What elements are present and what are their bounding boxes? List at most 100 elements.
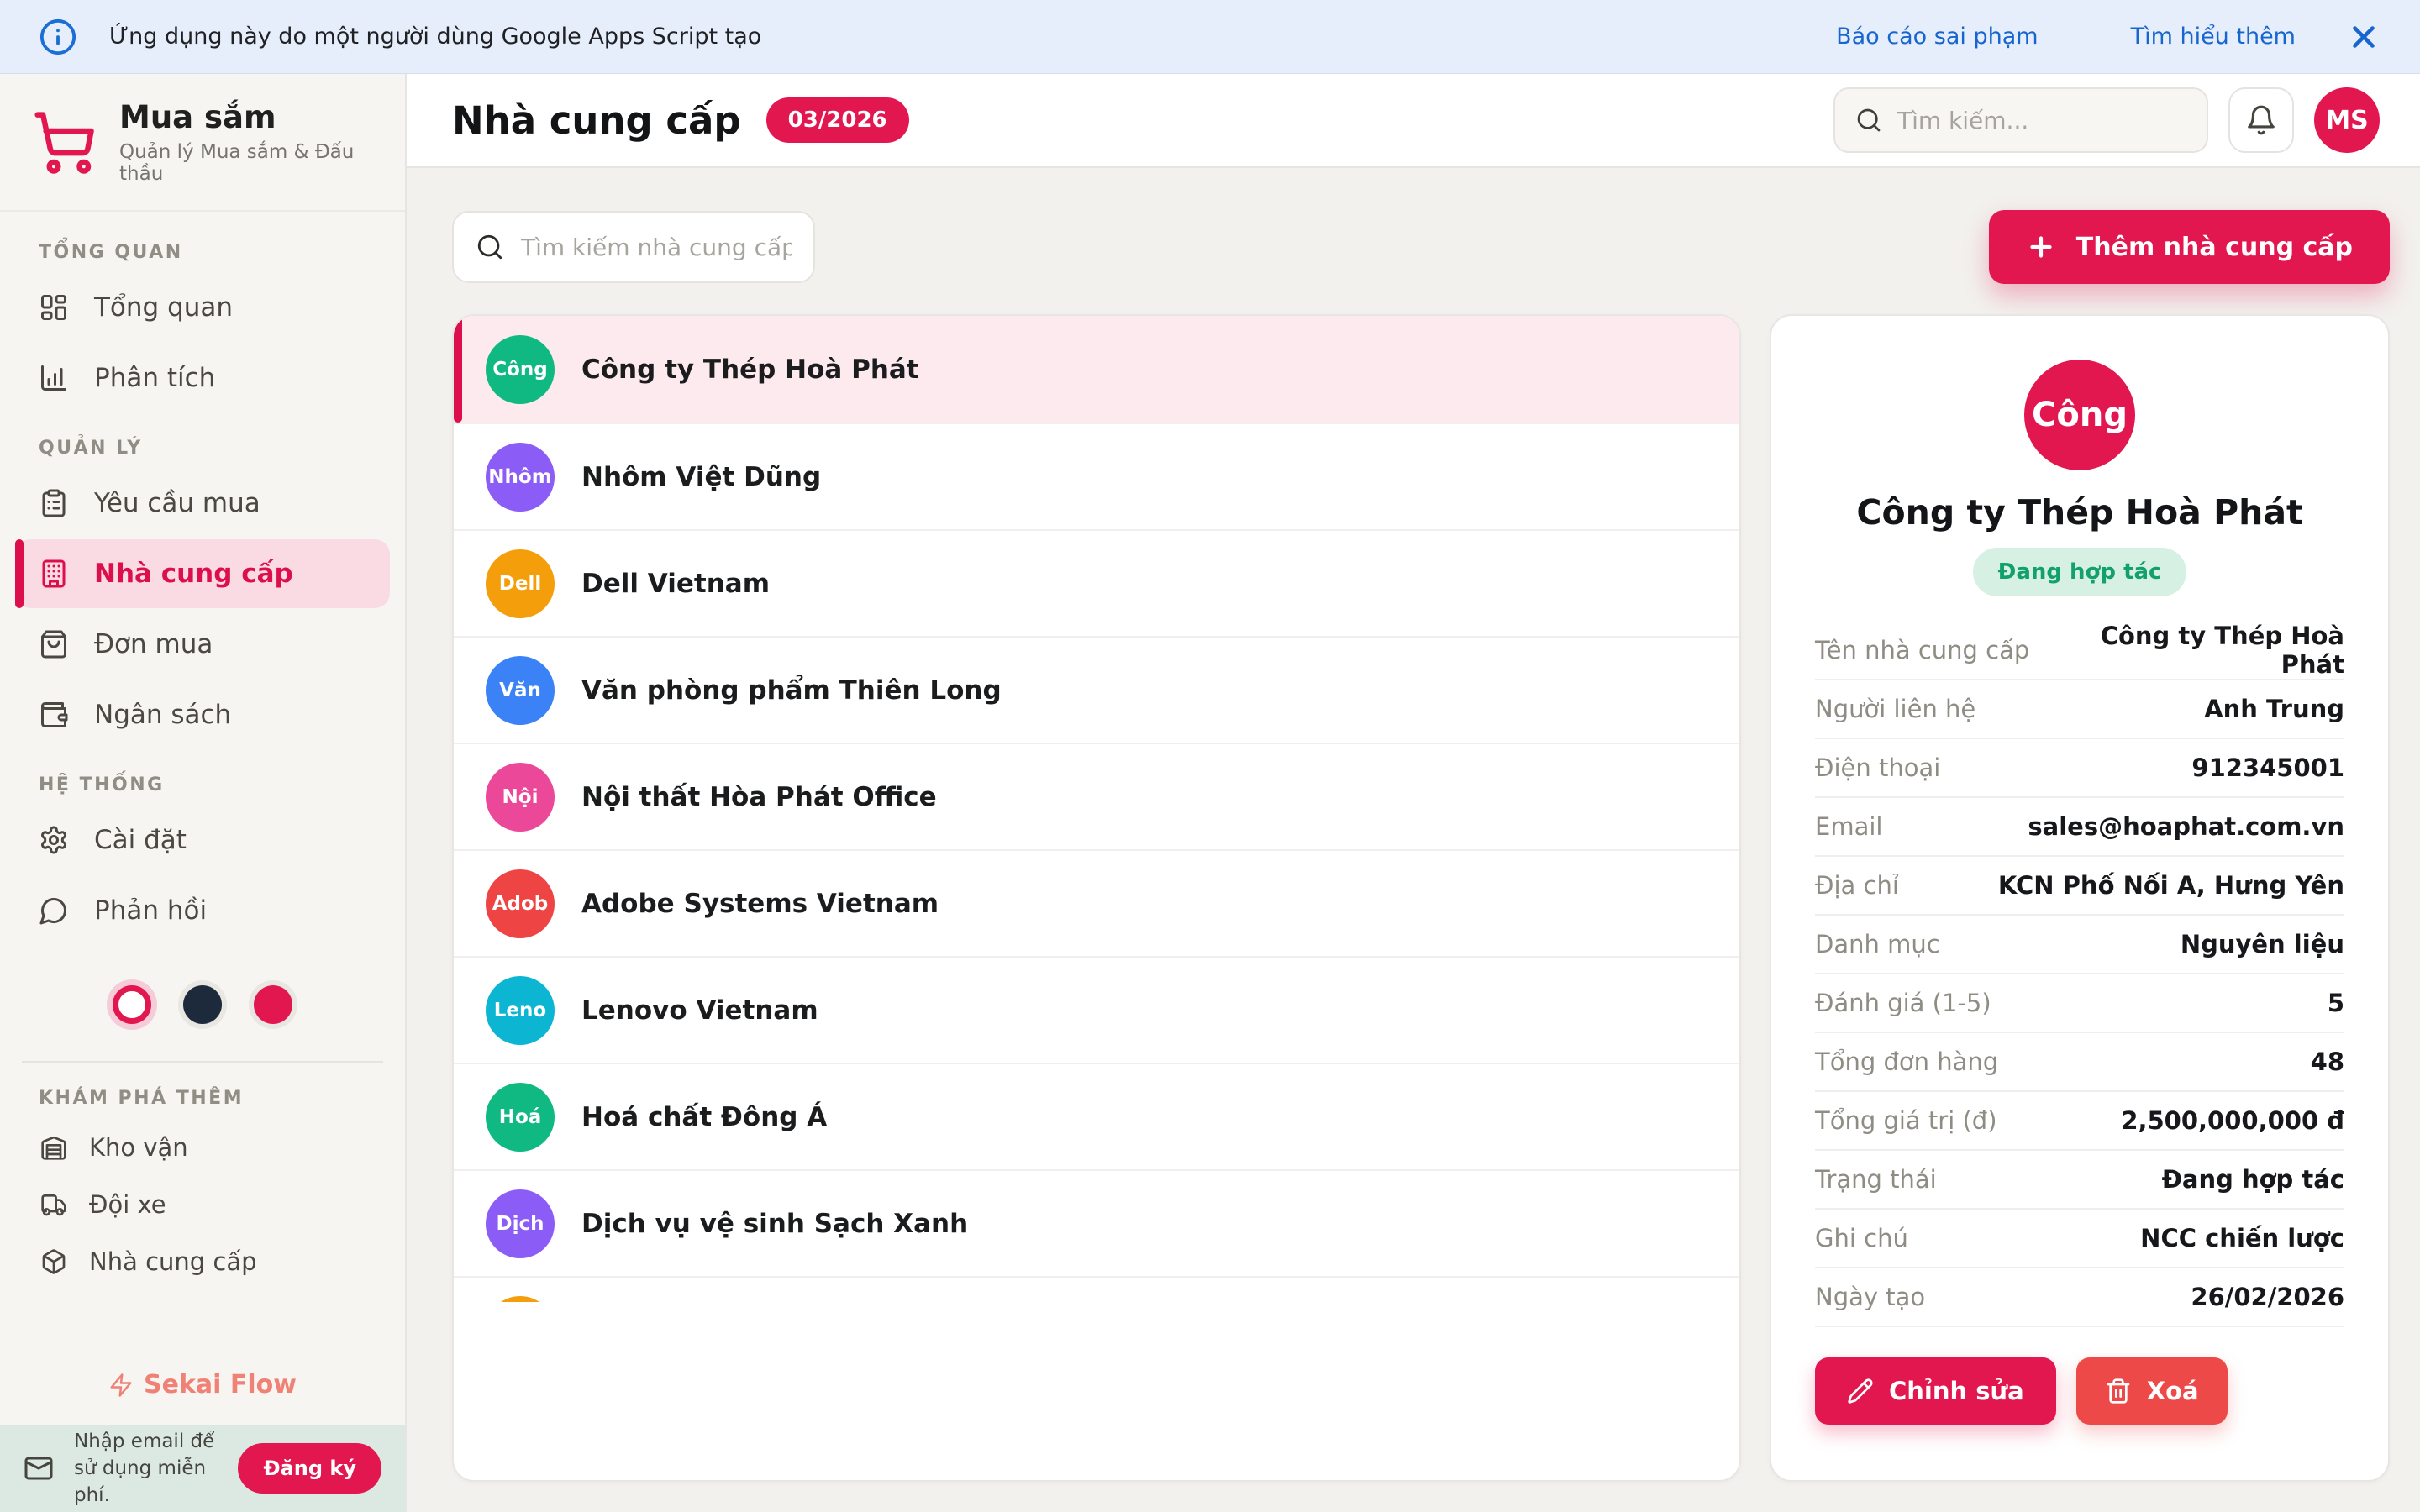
supplier-row-name: Dell Vietnam bbox=[581, 568, 771, 599]
explore-item-kho-van[interactable]: Kho vận bbox=[15, 1119, 390, 1176]
edit-button-label: Chỉnh sửa bbox=[1889, 1377, 2024, 1405]
supplier-search bbox=[452, 211, 815, 283]
supplier-row-name: Hoá chất Đông Á bbox=[581, 1101, 828, 1132]
field-value: 48 bbox=[2310, 1047, 2344, 1076]
search-icon bbox=[1855, 107, 1882, 134]
banner-text: Ứng dụng này do một người dùng Google Ap… bbox=[109, 24, 762, 50]
main-area: Nhà cung cấp 03/2026 MS bbox=[407, 74, 2420, 1512]
field-value: Nguyên liệu bbox=[2180, 930, 2344, 958]
field-value: 2,500,000,000 đ bbox=[2121, 1106, 2344, 1135]
theme-dot-dark[interactable] bbox=[183, 985, 222, 1024]
sidebar-item-phan-tich[interactable]: Phân tích bbox=[15, 344, 390, 412]
supplier-row-hoa-chat-dong-a[interactable]: Hoá Hoá chất Đông Á bbox=[454, 1063, 1739, 1169]
sidebar-item-tong-quan[interactable]: Tổng quan bbox=[15, 273, 390, 342]
shopping-bag-icon bbox=[39, 629, 69, 659]
supplier-row-avatar: Văn bbox=[486, 655, 555, 725]
supplier-search-input[interactable] bbox=[521, 233, 792, 261]
nav-sections: TỔNG QUAN Tổng quan Phân tích QUẢN LÝ Yê… bbox=[15, 217, 390, 947]
signup-text: Nhập email để sử dụng miễn phí. bbox=[74, 1430, 215, 1507]
explore-item-doi-xe[interactable]: Đội xe bbox=[15, 1176, 390, 1233]
theme-dot-crimson[interactable] bbox=[254, 985, 292, 1024]
supplier-row-dell-vietnam[interactable]: Dell Dell Vietnam bbox=[454, 529, 1739, 636]
supplier-row-name: Văn phòng phẩm Thiên Long bbox=[581, 675, 1002, 706]
field-row-tong-don-hang: Tổng đơn hàng 48 bbox=[1815, 1033, 2344, 1092]
supplier-row-avatar: Leno bbox=[486, 975, 555, 1045]
apps-script-banner: Ứng dụng này do một người dùng Google Ap… bbox=[0, 0, 2420, 74]
nav-section-title: QUẢN LÝ bbox=[39, 438, 143, 459]
delete-button-label: Xoá bbox=[2146, 1377, 2199, 1405]
supplier-list: Công Công ty Thép Hoà Phát Nhôm Nhôm Việ… bbox=[454, 316, 1739, 1302]
learn-more-link[interactable]: Tìm hiểu thêm bbox=[2130, 24, 2296, 50]
delete-button[interactable]: Xoá bbox=[2075, 1357, 2228, 1425]
field-row-tong-gia-tri-d-: Tổng giá trị (đ) 2,500,000,000 đ bbox=[1815, 1092, 2344, 1151]
field-label: Danh mục bbox=[1815, 930, 1940, 958]
supplier-row-avatar: Nhôm bbox=[486, 442, 555, 512]
field-row-email: Email sales@hoaphat.com.vn bbox=[1815, 798, 2344, 857]
sidebar-item-label: Nhà cung cấp bbox=[94, 559, 293, 589]
sidebar-item-yeu-cau-mua[interactable]: Yêu cầu mua bbox=[15, 469, 390, 538]
detail-fields: Tên nhà cung cấp Công ty Thép Hoà Phát N… bbox=[1815, 622, 2344, 1327]
field-label: Tên nhà cung cấp bbox=[1815, 636, 2030, 664]
sidebar-item-don-mua[interactable]: Đơn mua bbox=[15, 610, 390, 679]
page-title: Nhà cung cấp bbox=[452, 97, 741, 143]
sidebar-item-label: Phân tích bbox=[94, 363, 216, 393]
supplier-row-name: Nội thất Hòa Phát Office bbox=[581, 781, 937, 812]
signup-button[interactable]: Đăng ký bbox=[238, 1443, 381, 1494]
field-value: Anh Trung bbox=[2204, 695, 2344, 723]
sidebar-item-ngan-sach[interactable]: Ngân sách bbox=[15, 680, 390, 749]
email-signup-bar: Nhập email để sử dụng miễn phí. Đăng ký bbox=[0, 1425, 405, 1512]
field-row-dia-chi: Địa chỉ KCN Phố Nối A, Hưng Yên bbox=[1815, 857, 2344, 916]
supplier-row-name: Lenovo Vietnam bbox=[581, 995, 818, 1026]
month-badge: 03/2026 bbox=[765, 97, 909, 143]
supplier-row-noi-that-hoa-phat-office[interactable]: Nội Nội thất Hòa Phát Office bbox=[454, 743, 1739, 849]
field-row-trang-thai: Trạng thái Đang hợp tác bbox=[1815, 1151, 2344, 1210]
sidebar-item-cai-dat[interactable]: Cài đặt bbox=[15, 806, 390, 874]
supplier-row-name: Adobe Systems Vietnam bbox=[581, 888, 939, 919]
supplier-row-van-phong-pham-thien-long[interactable]: Văn Văn phòng phẩm Thiên Long bbox=[454, 636, 1739, 743]
field-value: NCC chiến lược bbox=[2140, 1224, 2344, 1252]
mail-icon bbox=[24, 1453, 54, 1483]
purchase-request-icon bbox=[39, 488, 69, 518]
app-logo-block: Mua sắm Quản lý Mua sắm & Đấu thầu bbox=[0, 74, 405, 212]
avatar[interactable]: MS bbox=[2314, 87, 2380, 153]
sidebar-divider bbox=[22, 1061, 383, 1063]
info-icon bbox=[39, 18, 77, 56]
field-label: Tổng đơn hàng bbox=[1815, 1047, 1999, 1076]
trash-icon bbox=[2105, 1378, 2132, 1404]
add-supplier-button[interactable]: Thêm nhà cung cấp bbox=[1988, 210, 2390, 284]
supplier-row-lenovo-vietnam[interactable]: Leno Lenovo Vietnam bbox=[454, 956, 1739, 1063]
field-row-ngay-tao: Ngày tạo 26/02/2026 bbox=[1815, 1268, 2344, 1327]
sekai-flow-brand[interactable]: Sekai Flow bbox=[108, 1370, 297, 1399]
sidebar: Mua sắm Quản lý Mua sắm & Đấu thầu TỔNG … bbox=[0, 74, 407, 1512]
sidebar-item-nha-cung-cap[interactable]: Nhà cung cấp bbox=[15, 539, 390, 608]
supplier-row-avatar: Adob bbox=[486, 869, 555, 938]
field-value: KCN Phố Nối A, Hưng Yên bbox=[1997, 871, 2344, 900]
supplier-row-nhom-viet-dung[interactable]: Nhôm Nhôm Việt Dũng bbox=[454, 423, 1739, 529]
notifications-button[interactable] bbox=[2228, 87, 2294, 153]
field-label: Địa chỉ bbox=[1815, 871, 1899, 900]
report-abuse-link[interactable]: Báo cáo sai phạm bbox=[1836, 24, 2039, 50]
supplier-row-cong-ty-thep-hoa-phat[interactable]: Công Công ty Thép Hoà Phát bbox=[454, 316, 1739, 423]
supplier-row-adobe-systems-vietnam[interactable]: Adob Adobe Systems Vietnam bbox=[454, 849, 1739, 956]
supplier-row-avatar: Dell bbox=[486, 549, 555, 618]
supplier-row-avatar: Hoá bbox=[486, 1082, 555, 1152]
field-label: Đánh giá (1-5) bbox=[1815, 989, 1991, 1017]
close-icon[interactable] bbox=[2346, 19, 2381, 55]
supplier-row-avatar: Công bbox=[486, 334, 555, 404]
supplier-avatar: Công bbox=[2024, 360, 2135, 470]
toolbar: Thêm nhà cung cấp bbox=[452, 210, 2390, 284]
app-subtitle: Quản lý Mua sắm & Đấu thầu bbox=[119, 141, 355, 185]
explore-item-nha-cung-cap[interactable]: Nhà cung cấp bbox=[15, 1233, 390, 1290]
edit-button[interactable]: Chỉnh sửa bbox=[1815, 1357, 2056, 1425]
supplier-row-dich-vu-ve-sinh-sach-xanh[interactable]: Dịch Dịch vụ vệ sinh Sạch Xanh bbox=[454, 1169, 1739, 1276]
sidebar-item-phan-hoi[interactable]: Phản hồi bbox=[15, 876, 390, 945]
nav-section-title: HỆ THỐNG bbox=[39, 774, 165, 795]
header-right: MS bbox=[1833, 87, 2380, 153]
theme-dot-light[interactable] bbox=[113, 985, 151, 1024]
field-value: Đang hợp tác bbox=[2161, 1165, 2344, 1194]
bell-icon bbox=[2245, 104, 2277, 136]
add-supplier-label: Thêm nhà cung cấp bbox=[2075, 232, 2353, 262]
supplier-row-item[interactable] bbox=[454, 1276, 1739, 1302]
global-search-input[interactable] bbox=[1897, 106, 2186, 134]
